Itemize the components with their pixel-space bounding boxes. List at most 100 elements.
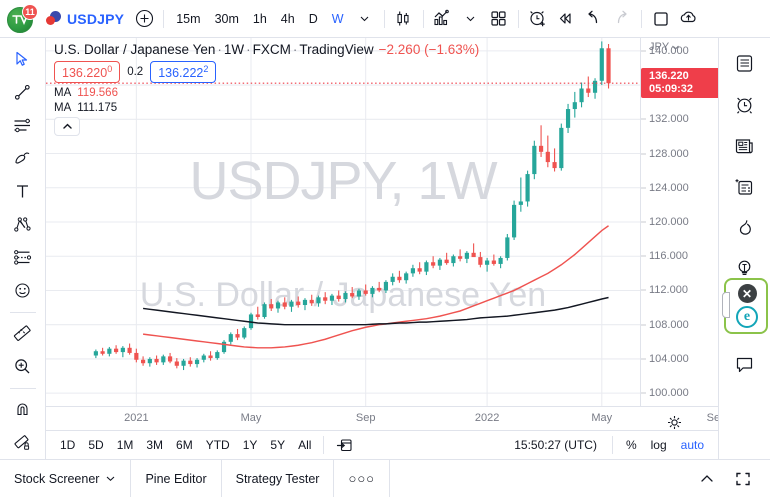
timeframe-30m[interactable]: 30m	[214, 11, 239, 26]
range-toolbar: 1D 5D 1M 3M 6M YTD 1Y 5Y All 15:50:27 (U…	[46, 430, 718, 459]
news-icon[interactable]	[728, 128, 762, 162]
range-3m[interactable]: 3M	[146, 438, 164, 452]
fullscreen-icon	[736, 472, 750, 485]
fullscreen-button[interactable]	[730, 466, 756, 492]
layout-templates-button[interactable]	[485, 5, 513, 33]
chart-plot[interactable]: USDJPY, 1W U.S. Dollar / Japanese Yen U.…	[46, 38, 640, 406]
price-axis-tick-mark	[641, 324, 646, 326]
lock-drawings-tool[interactable]	[6, 427, 40, 459]
expand-panel-button[interactable]	[694, 466, 720, 492]
alert-clock-icon	[529, 10, 545, 26]
magnet-tool[interactable]	[6, 394, 40, 426]
text-tool[interactable]	[6, 175, 40, 207]
cursor-tool[interactable]	[6, 43, 40, 75]
replay-button[interactable]	[552, 5, 580, 33]
price-axis-tick-mark	[641, 50, 646, 52]
timeframe-d[interactable]: D	[308, 11, 318, 26]
redo-icon	[617, 10, 627, 24]
bottom-toolbar: Stock Screener Pine Editor Strategy Test…	[0, 459, 770, 497]
strategy-tester-button[interactable]: Strategy Tester	[222, 460, 335, 497]
current-price-tag[interactable]: 136.220 05:09:32	[641, 68, 718, 99]
symbol-search-button[interactable]: USDJPY	[40, 5, 130, 33]
time-axis-tick: Sep	[355, 412, 376, 424]
ask-price-box[interactable]: 136.2222	[150, 61, 217, 84]
undo-button[interactable]	[580, 5, 608, 33]
create-alert-button[interactable]	[524, 5, 552, 33]
extension-badge-icon[interactable]: e	[736, 306, 758, 328]
time-axis-tick: 2022	[474, 412, 500, 424]
data-window-icon[interactable]	[728, 169, 762, 203]
promo-widget[interactable]: ✕ e	[722, 278, 768, 334]
range-1y[interactable]: 1Y	[242, 438, 258, 452]
stock-screener-button[interactable]: Stock Screener	[0, 460, 132, 497]
indicators-dropdown-button[interactable]	[457, 5, 485, 33]
price-axis-tick: 128.000	[649, 147, 689, 160]
auto-scale-button[interactable]: auto	[680, 438, 704, 452]
indicators-button[interactable]	[429, 5, 457, 33]
zoom-in-tool[interactable]	[6, 351, 40, 383]
save-button[interactable]	[675, 5, 703, 33]
range-1m[interactable]: 1M	[116, 438, 134, 452]
bid-price-box[interactable]: 136.2200	[54, 61, 121, 84]
timeframe-4h[interactable]: 4h	[280, 11, 295, 26]
notification-badge[interactable]: 11	[22, 3, 38, 20]
undo-icon	[588, 10, 598, 24]
legend-ma-1[interactable]: MA 119.566	[54, 87, 479, 99]
emoji-tool[interactable]	[6, 275, 40, 307]
brush-tool[interactable]	[6, 142, 40, 174]
range-5y[interactable]: 5Y	[270, 438, 286, 452]
percent-scale-button[interactable]: %	[625, 438, 637, 452]
ideas-lightbulb-icon[interactable]	[728, 251, 762, 285]
more-panels-button[interactable]: ○○○	[334, 460, 391, 497]
right-toolbar: ✕ e	[718, 38, 770, 459]
price-axis-settings-button[interactable]	[667, 415, 682, 430]
timeframe-1h[interactable]: 1h	[252, 11, 267, 26]
timeframe-15m[interactable]: 15m	[176, 11, 201, 26]
hotlist-icon[interactable]	[728, 210, 762, 244]
legend-ma-2[interactable]: MA 111.175	[54, 102, 479, 114]
legend-collapse-button[interactable]	[54, 117, 80, 137]
time-axis[interactable]: 2021 May Sep 2022 May Sep	[46, 406, 726, 430]
price-axis-currency[interactable]: JPY	[649, 41, 680, 53]
price-axis[interactable]: JPY 140.000 132.000 128.000 124.000 120.000 1…	[640, 38, 718, 429]
ma-2-value: 111.175	[77, 102, 118, 115]
layout-button[interactable]	[647, 5, 675, 33]
pattern-tool[interactable]	[6, 242, 40, 274]
price-axis-tick: 100.000	[649, 387, 689, 400]
chevron-up-icon	[701, 474, 713, 482]
pine-editor-button[interactable]: Pine Editor	[131, 460, 222, 497]
ma-2-label: MA	[54, 102, 72, 115]
range-1d[interactable]: 1D	[60, 438, 76, 452]
rail-divider-2	[9, 387, 36, 389]
promo-tab-handle[interactable]	[722, 292, 730, 318]
range-all[interactable]: All	[298, 438, 312, 452]
range-5d[interactable]: 5D	[88, 438, 104, 452]
watchlist-icon[interactable]	[728, 46, 762, 80]
pitchfork-tool[interactable]	[6, 208, 40, 240]
time-axis-tick: 2021	[124, 412, 149, 424]
timeframe-w[interactable]: W	[331, 11, 344, 26]
templates-icon	[491, 11, 506, 26]
trend-line-tool[interactable]	[6, 76, 40, 108]
price-axis-tick-mark	[641, 153, 646, 155]
timeframe-dropdown-button[interactable]	[351, 5, 379, 33]
brand-logo[interactable]: 11	[6, 3, 38, 34]
messages-icon[interactable]	[728, 347, 762, 381]
measure-tool[interactable]	[6, 318, 40, 350]
price-axis-tick-mark	[641, 392, 646, 394]
legend-symbol-description: U.S. Dollar / Japanese Yen	[54, 42, 216, 57]
chart-type-button[interactable]	[390, 5, 418, 33]
close-icon[interactable]: ✕	[737, 284, 757, 303]
toolbar-divider-2	[383, 9, 385, 28]
range-6m[interactable]: 6M	[176, 438, 193, 452]
alert-clock-icon[interactable]	[728, 87, 762, 121]
log-scale-button[interactable]: log	[650, 438, 667, 452]
horizontal-lines-tool[interactable]	[6, 109, 40, 141]
toolbar-divider-5	[640, 9, 642, 28]
range-ytd[interactable]: YTD	[205, 438, 230, 452]
add-symbol-button[interactable]	[130, 5, 158, 33]
go-to-date-button[interactable]	[330, 434, 359, 457]
range-divider	[323, 436, 325, 454]
legend-exchange: FXCM	[252, 42, 291, 57]
redo-button[interactable]	[608, 5, 636, 33]
